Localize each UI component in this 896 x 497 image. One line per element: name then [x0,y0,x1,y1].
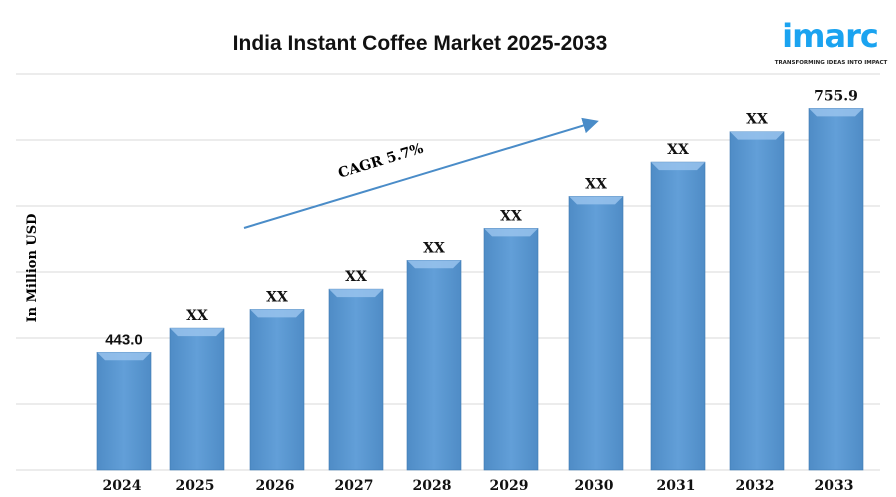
bar-2027 [328,288,384,471]
x-tick-label: 2033 [815,478,854,494]
logo-wordmark: imarc [782,17,878,55]
data-label: XX [423,240,445,256]
data-label: XX [266,289,288,305]
bars: 443.0 2024 XX 2025 XX 2026 XX 2027 XX 2028 XX 2029 X… [96,88,864,494]
bar-bevel [97,352,151,361]
bar-bevel [250,309,304,318]
cagr-annotation: CAGR 5.7% [336,141,425,182]
imarc-logo: imarc TRANSFORMING IDEAS INTO IMPACT [775,17,888,66]
data-label: XX [746,112,768,128]
bar-2031 [650,161,706,471]
x-tick-label: 2025 [176,478,215,494]
chart-title: India Instant Coffee Market 2025-2033 [233,32,608,55]
bar-2026 [249,309,305,471]
data-label: 443.0 [105,331,143,348]
y-axis-label: In Million USD [25,214,40,323]
logo-tagline: TRANSFORMING IDEAS INTO IMPACT [775,60,888,66]
bar-bevel [730,131,784,140]
x-tick-label: 2027 [335,478,374,494]
bar-bevel [484,228,538,237]
data-label: XX [500,208,522,224]
bar-2030 [568,196,624,471]
bar-bevel [569,196,623,205]
x-tick-label: 2028 [413,478,452,494]
x-tick-label: 2030 [575,478,614,494]
bar-bevel [651,162,705,171]
data-label: XX [667,142,689,158]
x-tick-label: 2024 [103,478,142,494]
bar-2033 [808,108,864,471]
bar-2028 [406,260,462,471]
cagr-arrow [243,117,599,229]
bar-bevel [809,108,863,117]
x-tick-label: 2031 [657,478,696,494]
bar-bevel [407,260,461,269]
bar-2024 [96,351,152,471]
bar-2032 [729,131,785,471]
x-tick-label: 2029 [490,478,529,494]
bar-bevel [329,289,383,298]
data-label: 755.9 [814,88,858,104]
data-label: XX [585,176,607,192]
data-label: XX [186,308,208,324]
data-label: XX [345,269,367,285]
x-tick-label: 2026 [256,478,295,494]
bar-2029 [483,228,539,471]
x-tick-label: 2032 [736,478,775,494]
bar-bevel [170,328,224,337]
bar-2025 [169,327,225,471]
